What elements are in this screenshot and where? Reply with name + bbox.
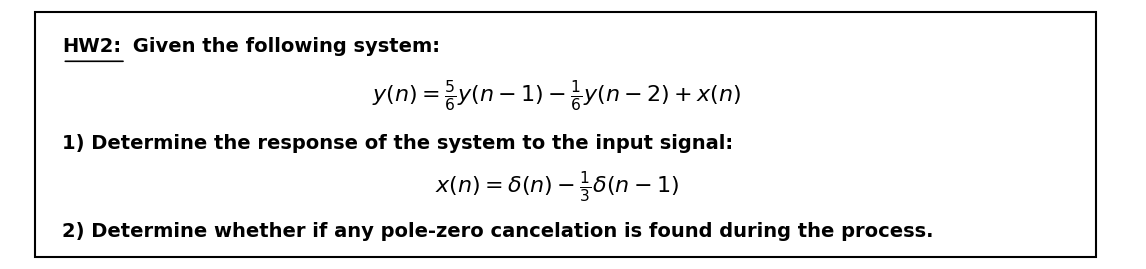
Text: 1) Determine the response of the system to the input signal:: 1) Determine the response of the system …: [63, 134, 733, 153]
Text: $y(n) = \frac{5}{6}y(n-1) - \frac{1}{6}y(n-2) + x(n)$: $y(n) = \frac{5}{6}y(n-1) - \frac{1}{6}y…: [372, 79, 741, 113]
Text: $x(n) = \delta(n) - \frac{1}{3}\delta(n-1)$: $x(n) = \delta(n) - \frac{1}{3}\delta(n-…: [434, 169, 678, 204]
Text: HW2:: HW2:: [63, 37, 121, 56]
Text: 2) Determine whether if any pole-zero cancelation is found during the process.: 2) Determine whether if any pole-zero ca…: [63, 222, 934, 241]
Text: Given the following system:: Given the following system:: [126, 37, 440, 56]
